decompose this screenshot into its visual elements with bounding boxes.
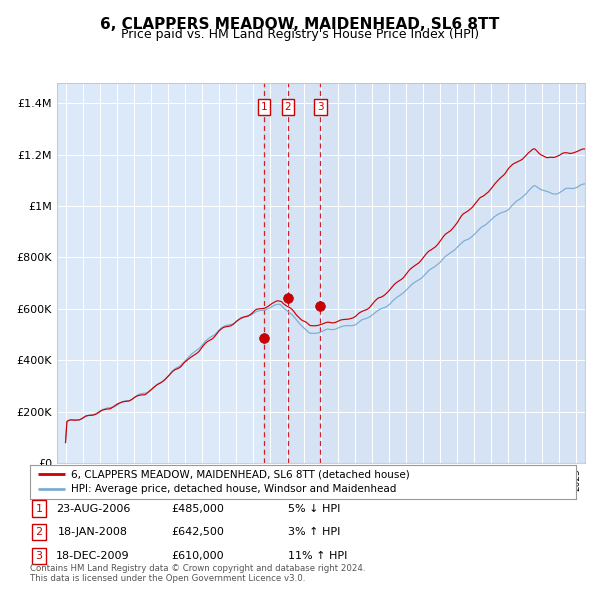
Text: £485,000: £485,000: [172, 504, 224, 513]
Text: 5% ↓ HPI: 5% ↓ HPI: [288, 504, 340, 513]
Text: 11% ↑ HPI: 11% ↑ HPI: [288, 551, 347, 560]
Text: £642,500: £642,500: [172, 527, 224, 537]
Text: 2: 2: [284, 102, 291, 112]
Text: 2: 2: [35, 527, 43, 537]
Text: 1: 1: [35, 504, 43, 513]
Text: Price paid vs. HM Land Registry's House Price Index (HPI): Price paid vs. HM Land Registry's House …: [121, 28, 479, 41]
Text: 23-AUG-2006: 23-AUG-2006: [56, 504, 130, 513]
Text: Contains HM Land Registry data © Crown copyright and database right 2024.
This d: Contains HM Land Registry data © Crown c…: [30, 563, 365, 583]
Text: 3: 3: [317, 102, 323, 112]
Text: 18-JAN-2008: 18-JAN-2008: [58, 527, 128, 537]
Text: 3: 3: [35, 551, 43, 560]
Bar: [264, 83, 585, 463]
Text: HPI: Average price, detached house, Windsor and Maidenhead: HPI: Average price, detached house, Wind…: [71, 484, 397, 494]
Text: 3% ↑ HPI: 3% ↑ HPI: [288, 527, 340, 537]
Text: 6, CLAPPERS MEADOW, MAIDENHEAD, SL6 8TT: 6, CLAPPERS MEADOW, MAIDENHEAD, SL6 8TT: [100, 17, 500, 31]
Text: 6, CLAPPERS MEADOW, MAIDENHEAD, SL6 8TT (detached house): 6, CLAPPERS MEADOW, MAIDENHEAD, SL6 8TT …: [71, 469, 410, 479]
Text: £610,000: £610,000: [172, 551, 224, 560]
Text: 18-DEC-2009: 18-DEC-2009: [56, 551, 130, 560]
Text: 1: 1: [260, 102, 267, 112]
